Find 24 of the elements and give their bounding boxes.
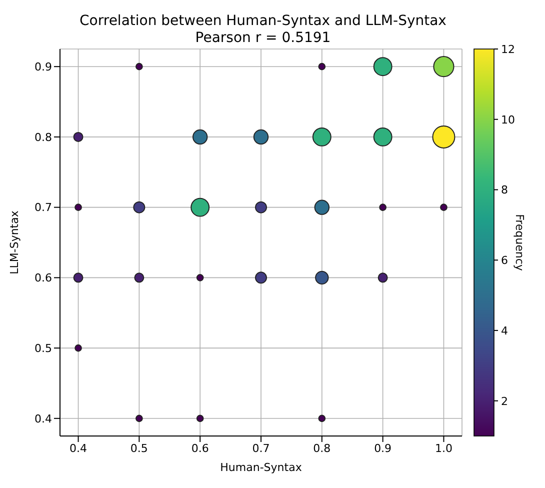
x-tick-label: 0.5 bbox=[130, 442, 148, 455]
y-tick-label: 0.7 bbox=[34, 201, 52, 214]
color-bar-label: 8 bbox=[501, 184, 508, 197]
color-bar-label: 4 bbox=[501, 324, 508, 338]
y-axis-title: LLM-Syntax bbox=[8, 210, 21, 274]
x-tick-label: 0.8 bbox=[313, 442, 331, 455]
x-tick-label: 0.4 bbox=[70, 442, 88, 455]
chart-subtitle: Pearson r = 0.5191 bbox=[195, 30, 331, 46]
y-tick-label: 0.9 bbox=[34, 60, 52, 74]
chart-title: Correlation between Human-Syntax and LLM-Syntax bbox=[80, 13, 446, 29]
y-tick-label: 0.5 bbox=[34, 342, 52, 355]
y-tick-label: 0.8 bbox=[34, 130, 52, 144]
y-tick-label: 0.6 bbox=[34, 272, 52, 285]
x-tick-label: 0.9 bbox=[374, 442, 392, 455]
x-tick-label: 0.7 bbox=[252, 442, 270, 455]
x-axis-title: Human-Syntax bbox=[220, 461, 302, 474]
color-bar-label: 10 bbox=[501, 113, 515, 126]
color-bar-title: Frequency bbox=[513, 214, 526, 272]
y-tick-label: 0.4 bbox=[34, 412, 52, 426]
x-tick-label: 0.6 bbox=[191, 442, 209, 455]
color-bar-label: 6 bbox=[501, 254, 508, 268]
color-bar-label: 12 bbox=[501, 43, 515, 56]
x-tick-label: 1.0 bbox=[434, 442, 452, 455]
color-bar-label: 2 bbox=[501, 394, 508, 408]
